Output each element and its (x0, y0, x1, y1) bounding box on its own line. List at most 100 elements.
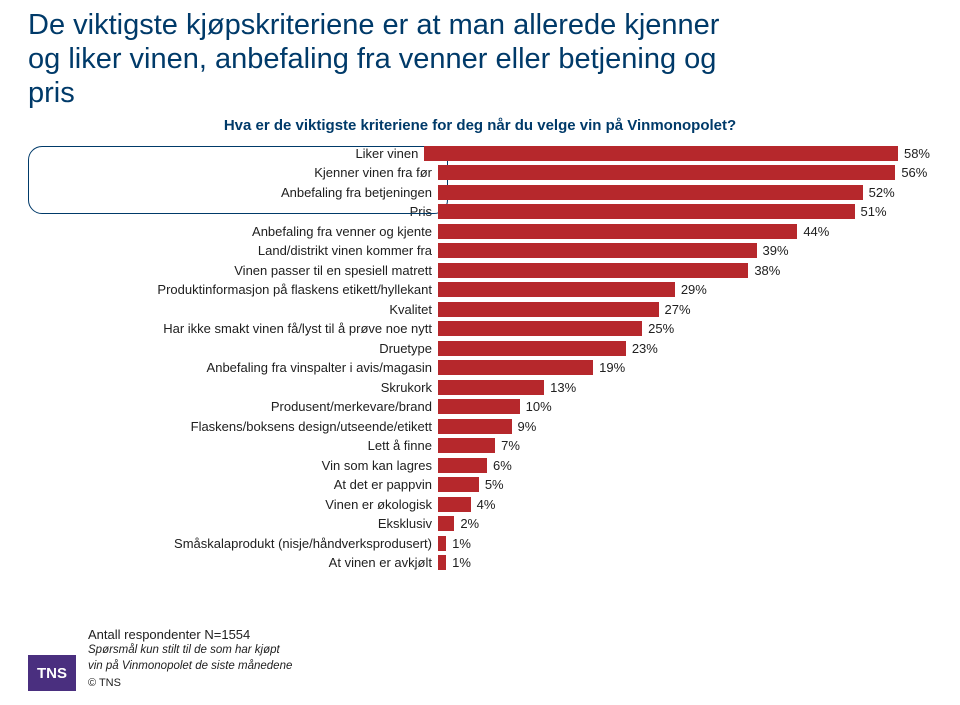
chart-row: Vinen passer til en spesiell matrett 38% (28, 261, 930, 281)
chart-row: Liker vinen 58% (28, 144, 930, 164)
bar-label: Eksklusiv (28, 516, 438, 531)
bar-area: 29% (438, 280, 928, 300)
bar-area: 9% (438, 417, 928, 437)
bar-area: 2% (438, 514, 928, 534)
bar-label: Vinen er økologisk (28, 497, 438, 512)
bar (438, 360, 593, 375)
bar-area: 38% (438, 261, 928, 281)
bar-label: Anbefaling fra vinspalter i avis/magasin (28, 360, 438, 375)
bar-value: 27% (665, 302, 691, 317)
bar-label: Småskalaprodukt (nisje/håndverksproduser… (28, 536, 438, 551)
bar (438, 555, 446, 570)
bar (438, 341, 626, 356)
bar-area: 7% (438, 436, 928, 456)
chart-row: Kvalitet 27% (28, 300, 930, 320)
title-line-2: og liker vinen, anbefaling fra venner el… (28, 43, 716, 75)
bar-value: 19% (599, 360, 625, 375)
bar (438, 263, 748, 278)
bar-area: 6% (438, 456, 928, 476)
bar-label: Land/distrikt vinen kommer fra (28, 243, 438, 258)
bar (438, 497, 471, 512)
bar (438, 399, 520, 414)
chart-row: Anbefaling fra vinspalter i avis/magasin… (28, 358, 930, 378)
bar-area: 19% (438, 358, 928, 378)
bar (438, 477, 479, 492)
bar-value: 9% (518, 419, 537, 434)
bar-value: 4% (477, 497, 496, 512)
bar (438, 243, 757, 258)
chart-row: Vinen er økologisk 4% (28, 495, 930, 515)
bar-value: 13% (550, 380, 576, 395)
bar-area: 27% (438, 300, 928, 320)
bar-label: Har ikke smakt vinen få/lyst til å prøve… (28, 321, 438, 336)
bar-label: Pris (28, 204, 438, 219)
bar-value: 52% (869, 185, 895, 200)
bar (438, 282, 675, 297)
chart-row: Lett å finne7% (28, 436, 930, 456)
chart-row: At det er pappvin 5% (28, 475, 930, 495)
tns-logo: TNS (28, 655, 76, 691)
bar (438, 204, 855, 219)
bar-label: Liker vinen (28, 146, 424, 161)
chart-row: Land/distrikt vinen kommer fra 39% (28, 241, 930, 261)
bar-area: 10% (438, 397, 928, 417)
bar-label: Flaskens/boksens design/utseende/etikett (28, 419, 438, 434)
footer-note-2: vin på Vinmonopolet de siste månedene (88, 659, 292, 675)
chart-row: Druetype 23% (28, 339, 930, 359)
bar-value: 58% (904, 146, 930, 161)
bar-label: Druetype (28, 341, 438, 356)
page-title: De viktigste kjøpskriteriene er at man a… (28, 8, 932, 111)
chart-subtitle: Hva er de viktigste kriteriene for deg n… (28, 117, 932, 134)
bar-value: 1% (452, 536, 471, 551)
bar-area: 4% (438, 495, 928, 515)
chart-row: Småskalaprodukt (nisje/håndverksproduser… (28, 534, 930, 554)
bar-label: Anbefaling fra venner og kjente (28, 224, 438, 239)
bar-value: 6% (493, 458, 512, 473)
bar-value: 5% (485, 477, 504, 492)
bar-value: 23% (632, 341, 658, 356)
bar-value: 25% (648, 321, 674, 336)
bar (438, 185, 863, 200)
bar-area: 5% (438, 475, 928, 495)
bar-value: 44% (803, 224, 829, 239)
chart-row: Har ikke smakt vinen få/lyst til å prøve… (28, 319, 930, 339)
bar-label: At det er pappvin (28, 477, 438, 492)
page: De viktigste kjøpskriteriene er at man a… (0, 0, 960, 705)
bar-label: Kvalitet (28, 302, 438, 317)
chart-row: Kjenner vinen fra før56% (28, 163, 930, 183)
footer-note-1: Spørsmål kun stilt til de som har kjøpt (88, 643, 292, 659)
chart-row: Vin som kan lagres6% (28, 456, 930, 476)
bar-area: 25% (438, 319, 928, 339)
bar (438, 516, 454, 531)
bar-value: 1% (452, 555, 471, 570)
bar-area: 58% (424, 144, 930, 164)
bar-label: Produktinformasjon på flaskens etikett/h… (28, 282, 438, 297)
bar (438, 224, 797, 239)
bar (438, 438, 495, 453)
chart-row: Flaskens/boksens design/utseende/etikett… (28, 417, 930, 437)
bar-area: 52% (438, 183, 928, 203)
title-line-3: pris (28, 77, 75, 109)
bar-label: At vinen er avkjølt (28, 555, 438, 570)
chart-row: Anbefaling fra venner og kjente 44% (28, 222, 930, 242)
bar-value: 56% (901, 165, 927, 180)
footer: TNS Antall respondenter N=1554 Spørsmål … (28, 626, 292, 691)
bar-area: 13% (438, 378, 928, 398)
chart-row: Produsent/merkevare/brand10% (28, 397, 930, 417)
bar-label: Lett å finne (28, 438, 438, 453)
bar-area: 23% (438, 339, 928, 359)
bar-value: 39% (763, 243, 789, 258)
bar-value: 38% (754, 263, 780, 278)
bar-value: 29% (681, 282, 707, 297)
chart-row: Produktinformasjon på flaskens etikett/h… (28, 280, 930, 300)
respondents-label: Antall respondenter N=1554 (88, 626, 292, 644)
bar-value: 2% (460, 516, 479, 531)
bar (438, 380, 544, 395)
bar-area: 39% (438, 241, 928, 261)
chart-row: At vinen er avkjølt 1% (28, 553, 930, 573)
bar (438, 458, 487, 473)
bar-chart: Liker vinen 58% Kjenner vinen fra før56% An… (28, 144, 930, 584)
bar-value: 10% (526, 399, 552, 414)
bar-label: Vinen passer til en spesiell matrett (28, 263, 438, 278)
bar (438, 302, 659, 317)
